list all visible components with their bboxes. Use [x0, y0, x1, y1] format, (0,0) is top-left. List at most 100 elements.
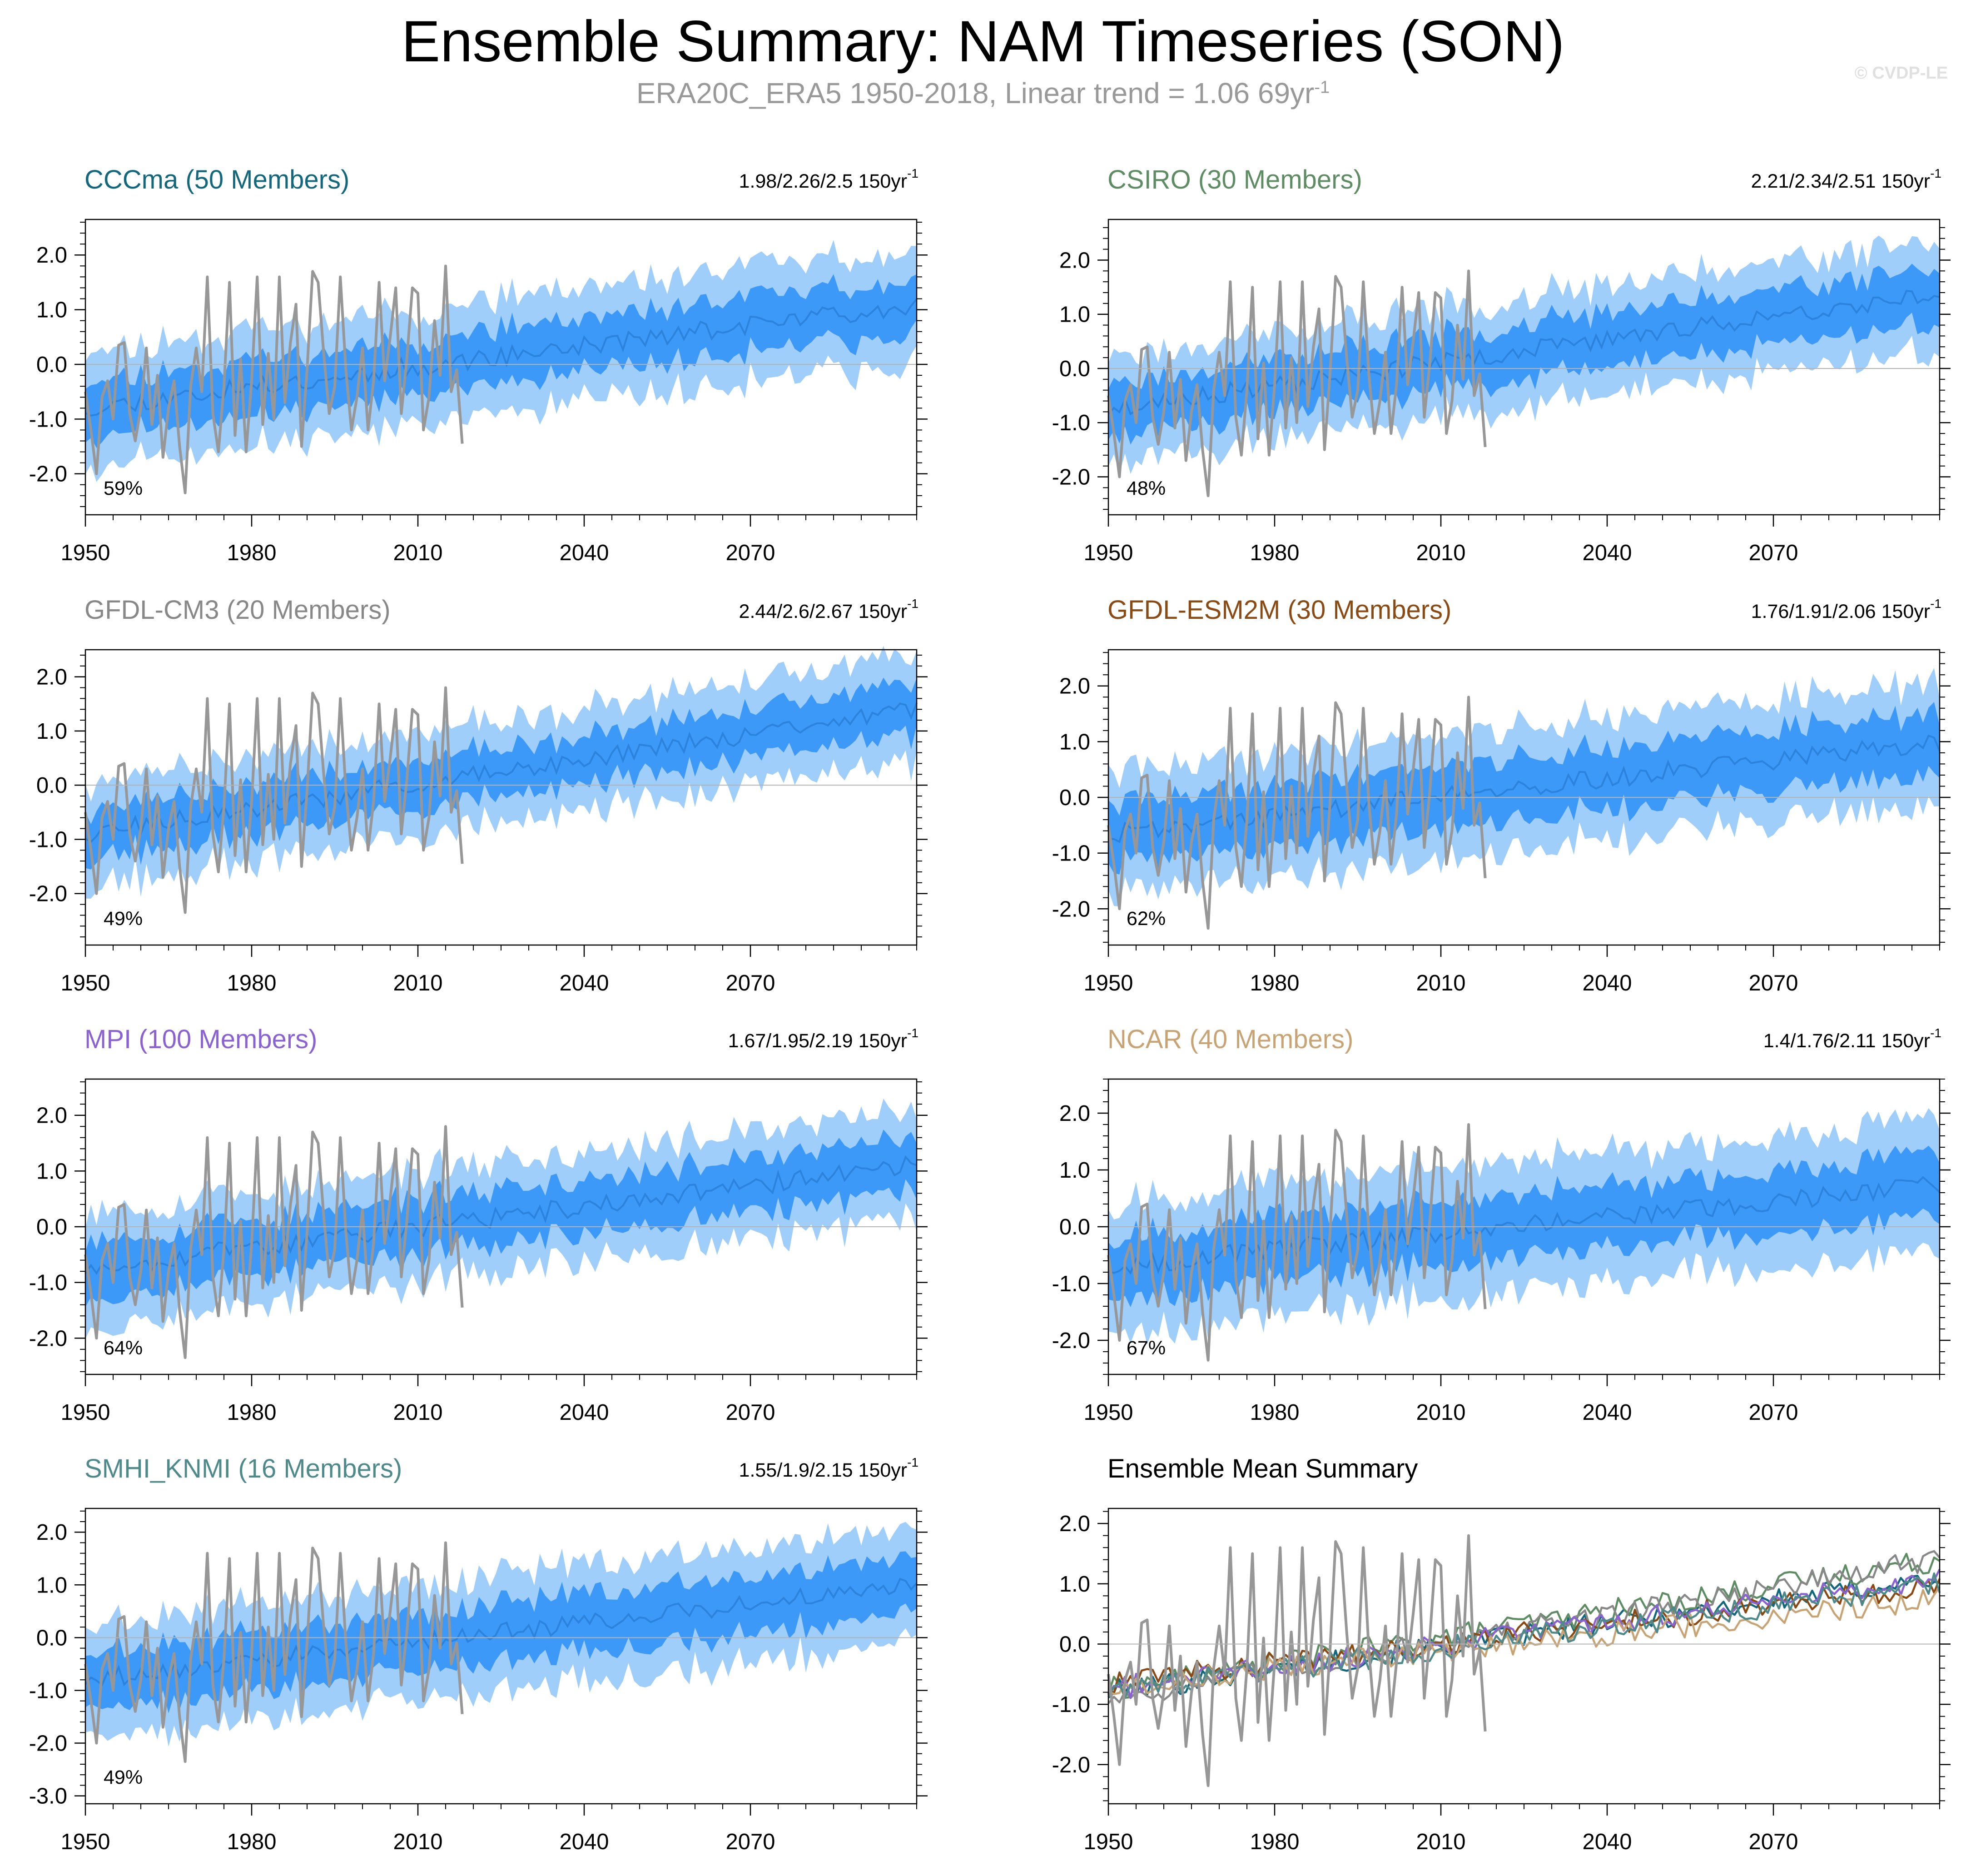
- y-tick-label: -2.0: [1052, 465, 1090, 490]
- y-tick-label: -2.0: [29, 1326, 67, 1351]
- y-tick-label: 2.0: [36, 1104, 67, 1128]
- y-tick-label: -2.0: [29, 462, 67, 487]
- panel-title: SMHI_KNMI (16 Members): [84, 1454, 402, 1483]
- x-tick-label: 2010: [1416, 1830, 1465, 1854]
- y-tick-label: 1.0: [1059, 303, 1090, 327]
- y-tick-label: -1.0: [1052, 1692, 1090, 1717]
- x-tick-label: 1950: [1083, 1830, 1133, 1854]
- x-tick-label: 2070: [1748, 971, 1798, 995]
- panel-title: MPI (100 Members): [84, 1025, 317, 1054]
- panel-trend-stats: 2.21/2.34/2.51 150yr-1: [1751, 166, 1941, 192]
- y-tick-label: -2.0: [1052, 897, 1090, 921]
- x-tick-label: 1950: [60, 1830, 110, 1854]
- trend-stats-exponent: -1: [907, 1455, 918, 1469]
- panel-title: CSIRO (30 Members): [1107, 165, 1362, 194]
- panel-trend-stats: 2.44/2.6/2.67 150yr-1: [739, 597, 918, 622]
- y-tick-label: 2.0: [36, 1520, 67, 1545]
- percent-label: 64%: [104, 1337, 143, 1359]
- panel-trend-stats: 1.67/1.95/2.19 150yr-1: [728, 1026, 918, 1052]
- subtitle-text: ERA20C_ERA5 1950-2018, Linear trend = 1.…: [636, 77, 1315, 109]
- y-tick-label: -1.0: [29, 827, 67, 852]
- x-tick-label: 2040: [1582, 971, 1632, 995]
- x-tick-label: 2010: [1416, 541, 1465, 565]
- y-tick-label: -1.0: [1052, 841, 1090, 866]
- y-tick-label: 0.0: [36, 773, 67, 798]
- x-tick-label: 2070: [725, 1400, 775, 1425]
- trend-stats-value: 1.4/1.76/2.11 150yr: [1763, 1030, 1930, 1052]
- percent-label: 67%: [1127, 1337, 1166, 1359]
- percent-label: 49%: [104, 1767, 143, 1788]
- panel-title: Ensemble Mean Summary: [1107, 1454, 1418, 1483]
- x-tick-label: 2040: [1582, 1400, 1632, 1425]
- panel-trend-stats: 1.98/2.26/2.5 150yr-1: [739, 166, 918, 192]
- y-tick-label: 1.0: [36, 1159, 67, 1184]
- percent-label: 59%: [104, 478, 143, 499]
- percent-label: 48%: [1127, 478, 1166, 499]
- percent-label: 49%: [104, 908, 143, 930]
- y-tick-label: 1.0: [36, 1573, 67, 1597]
- panel-2: CSIRO (30 Members) 2.21/2.34/2.51 150yr-1…: [1052, 165, 1951, 565]
- y-tick-label: -1.0: [1052, 1272, 1090, 1296]
- y-tick-label: 1.0: [1059, 730, 1090, 754]
- trend-stats-exponent: -1: [1930, 1026, 1941, 1040]
- y-tick-label: 2.0: [1059, 1512, 1090, 1536]
- y-tick-label: 0.0: [1059, 786, 1090, 810]
- panel-1: CCCma (50 Members) 1.98/2.26/2.5 150yr-1 2…: [29, 165, 928, 565]
- ensemble-inner-range: [1108, 264, 1940, 445]
- y-tick-label: 0.0: [1059, 357, 1090, 381]
- subtitle-exponent: -1: [1314, 78, 1330, 97]
- panel-title: CCCma (50 Members): [84, 165, 349, 194]
- y-tick-label: 2.0: [1059, 674, 1090, 699]
- y-tick-label: 2.0: [1059, 1101, 1090, 1126]
- x-tick-label: 2070: [725, 541, 775, 565]
- y-tick-label: -1.0: [1052, 411, 1090, 435]
- x-tick-label: 1980: [1250, 1400, 1299, 1425]
- x-tick-label: 2070: [1748, 541, 1798, 565]
- trend-stats-value: 1.55/1.9/2.15 150yr: [739, 1459, 908, 1481]
- percent-label: 62%: [1127, 908, 1166, 930]
- x-tick-label: 1980: [1250, 541, 1299, 565]
- y-tick-label: 0.0: [36, 353, 67, 377]
- trend-stats-value: 1.76/1.91/2.06 150yr: [1751, 601, 1930, 622]
- x-tick-label: 1980: [227, 1400, 276, 1425]
- observed-line: [84, 264, 464, 494]
- x-tick-label: 2070: [1748, 1400, 1798, 1425]
- x-tick-label: 2010: [393, 541, 442, 565]
- panel-6: NCAR (40 Members) 1.4/1.76/2.11 150yr-1 2.…: [1052, 1025, 1951, 1425]
- x-tick-label: 2040: [559, 971, 609, 995]
- trend-stats-value: 1.67/1.95/2.19 150yr: [728, 1030, 907, 1052]
- x-tick-label: 1980: [227, 541, 276, 565]
- y-tick-label: 2.0: [36, 665, 67, 690]
- x-tick-label: 2010: [393, 1830, 442, 1854]
- y-tick-label: -1.0: [29, 407, 67, 432]
- trend-stats-value: 2.44/2.6/2.67 150yr: [739, 601, 908, 622]
- panel-title: GFDL-ESM2M (30 Members): [1107, 595, 1451, 625]
- x-tick-label: 1950: [1083, 971, 1133, 995]
- y-tick-label: -1.0: [29, 1678, 67, 1703]
- panel-7: SMHI_KNMI (16 Members) 1.55/1.9/2.15 150y…: [29, 1454, 928, 1854]
- observed-line: [1107, 1123, 1487, 1362]
- trend-stats-value: 1.98/2.26/2.5 150yr: [739, 170, 908, 192]
- y-tick-label: 1.0: [1059, 1158, 1090, 1183]
- trend-stats-exponent: -1: [907, 166, 918, 180]
- observed-line: [84, 1541, 464, 1763]
- y-tick-label: -1.0: [29, 1271, 67, 1295]
- y-tick-label: 1.0: [1059, 1572, 1090, 1597]
- x-tick-label: 2010: [1416, 971, 1465, 995]
- x-tick-label: 2040: [559, 1400, 609, 1425]
- x-tick-label: 1980: [1250, 971, 1299, 995]
- observed-line: [84, 686, 464, 914]
- y-tick-label: 0.0: [36, 1215, 67, 1239]
- observed-line: [1107, 696, 1487, 930]
- y-tick-label: 0.0: [36, 1626, 67, 1650]
- observed-line: [1107, 269, 1487, 498]
- x-tick-label: 2010: [393, 1400, 442, 1425]
- panel-3: GFDL-CM3 (20 Members) 2.44/2.6/2.67 150yr…: [29, 595, 928, 995]
- x-tick-label: 2010: [1416, 1400, 1465, 1425]
- y-tick-label: -2.0: [1052, 1753, 1090, 1777]
- x-tick-label: 2070: [1748, 1830, 1798, 1854]
- x-tick-label: 1980: [227, 1830, 276, 1854]
- x-tick-label: 2070: [725, 1830, 775, 1854]
- trend-stats-exponent: -1: [907, 597, 918, 611]
